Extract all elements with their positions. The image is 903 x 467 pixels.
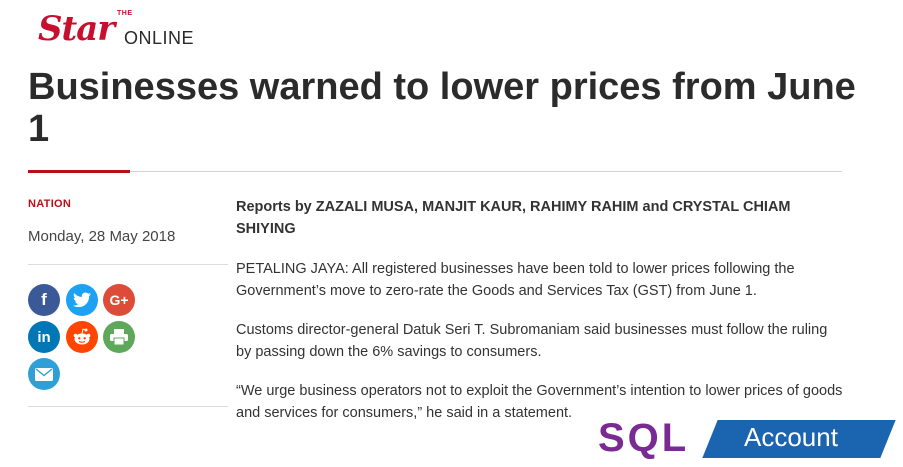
email-icon [35, 367, 53, 381]
sidebar-divider-bottom [28, 406, 228, 407]
logo-online-text: ONLINE [124, 28, 195, 48]
reddit-share-button[interactable] [66, 321, 98, 353]
google-plus-share-button[interactable]: G+ [103, 284, 135, 316]
headline-divider [130, 171, 842, 172]
sidebar-divider-top [28, 264, 228, 265]
article-date: Monday, 28 May 2018 [28, 228, 176, 245]
linkedin-icon: in [37, 328, 51, 346]
article-byline: Reports by ZAZALI MUSA, MANJIT KAUR, RAH… [236, 199, 791, 237]
article-headline: Businesses warned to lower prices from J… [28, 66, 856, 150]
reddit-icon [73, 328, 91, 345]
sql-account-watermark: SQL Account [598, 416, 896, 464]
linkedin-share-button[interactable]: in [28, 321, 60, 353]
watermark-sql-text: SQL [598, 416, 690, 460]
email-share-button[interactable] [28, 358, 60, 390]
watermark-account-text: Account [744, 422, 838, 452]
logo-the-text: THE [117, 10, 133, 17]
category-link[interactable]: NATION [28, 198, 72, 210]
headline-divider-accent [28, 170, 130, 173]
print-button[interactable] [103, 321, 135, 353]
article-paragraph: “We urge business operators not to explo… [236, 383, 843, 421]
facebook-share-button[interactable]: f [28, 284, 60, 316]
logo-star-text: Star [38, 9, 115, 49]
twitter-icon [73, 292, 91, 308]
google-plus-icon: G+ [109, 292, 129, 308]
print-icon [110, 329, 128, 345]
facebook-icon: f [41, 290, 47, 309]
article-paragraph: Customs director-general Datuk Seri T. S… [236, 322, 828, 360]
twitter-share-button[interactable] [66, 284, 98, 316]
article-paragraph: PETALING JAYA: All registered businesses… [236, 261, 795, 299]
